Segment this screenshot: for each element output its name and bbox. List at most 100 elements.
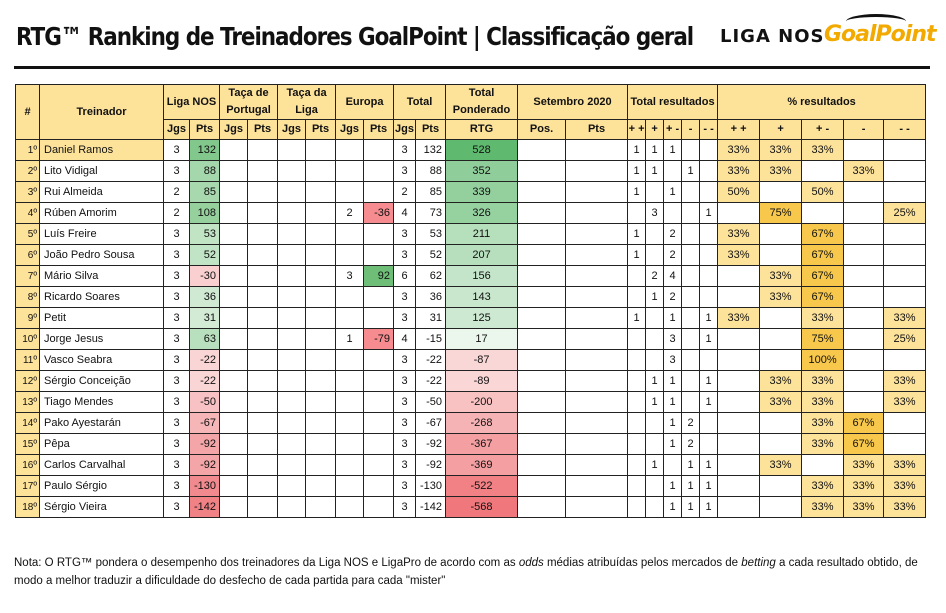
cell-eu-jgs <box>335 412 365 434</box>
table-row: 3º Rui Almeida 2 85 2 85 339 1 1 50% 50% <box>15 181 927 203</box>
cell-set-pts <box>565 307 629 329</box>
cell-pct-pm <box>801 454 845 476</box>
cell-tp-pts <box>246 265 279 287</box>
cell-tot-jgs: 3 <box>393 475 417 497</box>
sub-res-p: + <box>645 119 665 140</box>
sub-pct-pm: + - <box>801 119 845 140</box>
cell-res-mm <box>699 160 719 182</box>
cell-tot-pts: -92 <box>415 454 447 476</box>
cell-tp-jgs <box>219 286 248 308</box>
cell-tl-pts <box>305 139 337 161</box>
goalpoint-swoosh-icon <box>846 14 906 29</box>
cell-pos: 13º <box>15 391 40 413</box>
cell-pct-mm <box>883 181 927 203</box>
cell-eu-jgs <box>335 433 365 455</box>
cell-set-pos <box>517 286 567 308</box>
cell-pct-m: 67% <box>843 412 885 434</box>
cell-pct-mm <box>883 412 927 434</box>
cell-tp-jgs <box>219 496 248 518</box>
cell-pct-p <box>759 496 803 518</box>
ranking-table: # Treinador Liga NOS Taça de Portugal Ta… <box>15 84 927 518</box>
header-total-ponderado: Total Ponderado <box>445 84 519 120</box>
cell-liga-jgs: 3 <box>163 412 190 434</box>
sub-set-pos: Pos. <box>517 119 567 140</box>
cell-pct-p <box>759 412 803 434</box>
cell-tp-pts <box>246 139 279 161</box>
cell-eu-jgs <box>335 223 365 245</box>
cell-pct-mm <box>883 349 927 371</box>
cell-liga-jgs: 3 <box>163 454 190 476</box>
cell-tp-pts <box>246 349 279 371</box>
cell-eu-jgs <box>335 160 365 182</box>
cell-rtg: 17 <box>445 328 519 350</box>
cell-tot-pts: 52 <box>415 244 447 266</box>
cell-tp-pts <box>246 370 279 392</box>
table-row: 17º Paulo Sérgio 3 -130 3 -130 -522 1 1 1 33% 33% 33… <box>15 475 927 497</box>
cell-res-pp: 1 <box>627 244 647 266</box>
cell-tp-jgs <box>219 265 248 287</box>
cell-set-pos <box>517 433 567 455</box>
table-row: 2º Lito Vidigal 3 88 3 88 352 1 1 1 33% 33% 33% <box>15 160 927 182</box>
cell-tl-jgs <box>277 370 307 392</box>
cell-name: Ricardo Soares <box>39 286 164 308</box>
cell-rtg: -89 <box>445 370 519 392</box>
sub-tot-jgs: Jgs <box>393 119 417 140</box>
table-row: 6º João Pedro Sousa 3 52 3 52 207 1 2 33% 67% <box>15 244 927 266</box>
cell-res-pp: 1 <box>627 139 647 161</box>
cell-tl-jgs <box>277 349 307 371</box>
cell-eu-jgs <box>335 244 365 266</box>
cell-tl-pts <box>305 391 337 413</box>
cell-tot-jgs: 3 <box>393 244 417 266</box>
cell-eu-jgs <box>335 307 365 329</box>
table-row: 5º Luís Freire 3 53 3 53 211 1 2 33% 67% <box>15 223 927 245</box>
cell-pct-pp <box>717 496 761 518</box>
goalpoint-logo: GoalPoint <box>824 22 937 47</box>
cell-res-mm <box>699 181 719 203</box>
cell-res-m <box>681 391 701 413</box>
cell-pct-pp <box>717 454 761 476</box>
cell-tl-pts <box>305 349 337 371</box>
cell-eu-pts <box>363 139 395 161</box>
cell-set-pts <box>565 475 629 497</box>
cell-eu-pts <box>363 412 395 434</box>
cell-tp-jgs <box>219 475 248 497</box>
cell-tl-pts <box>305 496 337 518</box>
cell-tp-jgs <box>219 244 248 266</box>
cell-pct-pp: 33% <box>717 244 761 266</box>
cell-eu-pts <box>363 160 395 182</box>
sub-liga-jgs: Jgs <box>163 119 190 140</box>
cell-set-pts <box>565 286 629 308</box>
cell-set-pts <box>565 454 629 476</box>
cell-res-m <box>681 328 701 350</box>
cell-set-pts <box>565 433 629 455</box>
cell-eu-pts <box>363 454 395 476</box>
cell-res-p <box>645 307 665 329</box>
cell-res-mm: 1 <box>699 454 719 476</box>
cell-liga-jgs: 3 <box>163 265 190 287</box>
cell-tot-pts: -142 <box>415 496 447 518</box>
cell-pct-pm: 67% <box>801 244 845 266</box>
cell-res-m <box>681 223 701 245</box>
cell-res-m: 1 <box>681 475 701 497</box>
cell-set-pos <box>517 454 567 476</box>
cell-name: João Pedro Sousa <box>39 244 164 266</box>
cell-res-m <box>681 181 701 203</box>
cell-eu-pts <box>363 307 395 329</box>
cell-set-pos <box>517 475 567 497</box>
cell-pct-m: 33% <box>843 454 885 476</box>
cell-liga-pts: 85 <box>189 181 220 203</box>
cell-pct-pp: 33% <box>717 160 761 182</box>
cell-tot-jgs: 3 <box>393 370 417 392</box>
cell-set-pos <box>517 160 567 182</box>
cell-pct-p: 33% <box>759 454 803 476</box>
cell-name: Luís Freire <box>39 223 164 245</box>
cell-liga-pts: 63 <box>189 328 220 350</box>
cell-eu-jgs <box>335 286 365 308</box>
cell-tot-jgs: 3 <box>393 223 417 245</box>
cell-res-pp <box>627 370 647 392</box>
cell-tp-jgs <box>219 181 248 203</box>
cell-liga-pts: -92 <box>189 433 220 455</box>
cell-liga-pts: 132 <box>189 139 220 161</box>
cell-set-pts <box>565 496 629 518</box>
cell-tot-jgs: 3 <box>393 496 417 518</box>
